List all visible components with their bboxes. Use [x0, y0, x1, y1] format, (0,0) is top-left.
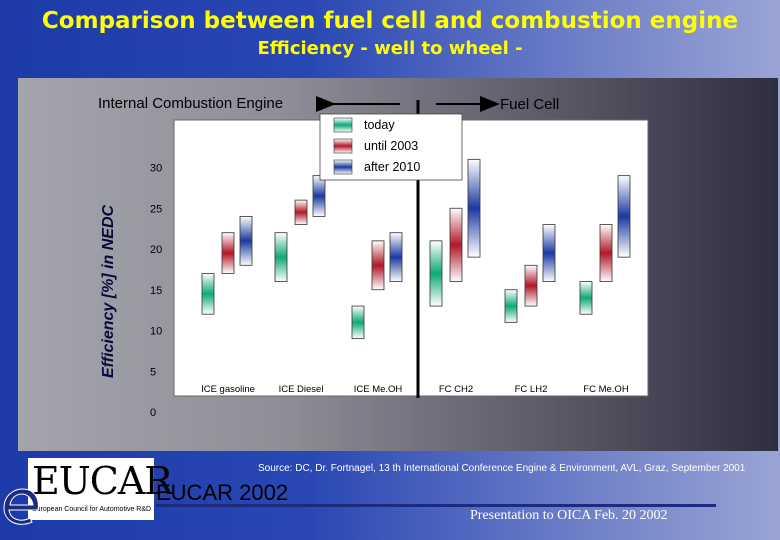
y-tick-label: 10: [150, 326, 162, 338]
after-2010-bar: [389, 232, 403, 282]
logo-subtext: European Council for Automotive R&D: [32, 506, 152, 513]
category-label: ICE Diesel: [279, 384, 324, 395]
y-tick-label: 20: [150, 244, 162, 256]
until-2003-bar: [221, 232, 235, 274]
footer-divider: [156, 504, 716, 507]
today-bar: [579, 281, 593, 315]
slide-title: Comparison between fuel cell and combust…: [41, 8, 739, 34]
today-bar: [351, 305, 365, 340]
legend-label: until 2003: [364, 139, 418, 153]
after-2010-bar: [239, 215, 253, 266]
category-label: ICE Me.OH: [354, 384, 403, 395]
y-tick-label: 30: [150, 163, 162, 175]
category-label: FC Me.OH: [583, 384, 629, 395]
today-bar: [201, 273, 215, 315]
today-bar: [274, 232, 288, 282]
eucar-logo: EUCAR European Council for Automotive R&…: [28, 458, 173, 520]
after-2010-bar: [467, 158, 481, 258]
footer-presentation: Presentation to OICA Feb. 20 2002: [470, 508, 668, 523]
y-tick-label: 25: [150, 203, 162, 215]
after-2010-bar: [542, 224, 556, 283]
legend-label: today: [364, 118, 395, 132]
footer-year: EUCAR 2002: [156, 480, 289, 505]
legend-label: after 2010: [364, 160, 420, 174]
y-tick-label: 15: [150, 285, 162, 297]
category-label: ICE gasoline: [201, 384, 255, 395]
until-2003-bar: [449, 207, 463, 282]
y-axis-label: Efficiency [%] in NEDC: [100, 204, 117, 378]
after-2010-bar: [617, 175, 631, 258]
y-tick-label: 0: [150, 407, 156, 419]
today-bar: [429, 240, 443, 307]
today-bar: [504, 289, 518, 323]
until-2003-bar: [294, 199, 308, 225]
until-2003-bar: [599, 224, 613, 283]
y-tick-label: 5: [150, 366, 156, 378]
group-label-ice: Internal Combustion Engine: [98, 95, 284, 112]
category-label: FC CH2: [439, 384, 473, 395]
group-label-fuel-cell: Fuel Cell: [500, 96, 560, 113]
legend-swatch-after-2010: [333, 159, 353, 175]
until-2003-bar: [524, 264, 538, 307]
e-logo-icon: [3, 488, 39, 525]
source-note: Source: DC, Dr. Fortnagel, 13 th Interna…: [258, 463, 746, 474]
until-2003-bar: [371, 240, 385, 291]
legend-swatch-today: [333, 117, 353, 133]
slide-subtitle: Efficiency - well to wheel -: [257, 38, 523, 59]
category-label: FC LH2: [515, 384, 548, 395]
legend-swatch-until-2003: [333, 138, 353, 154]
after-2010-bar: [312, 175, 326, 217]
logo-text: EUCAR: [32, 459, 173, 503]
